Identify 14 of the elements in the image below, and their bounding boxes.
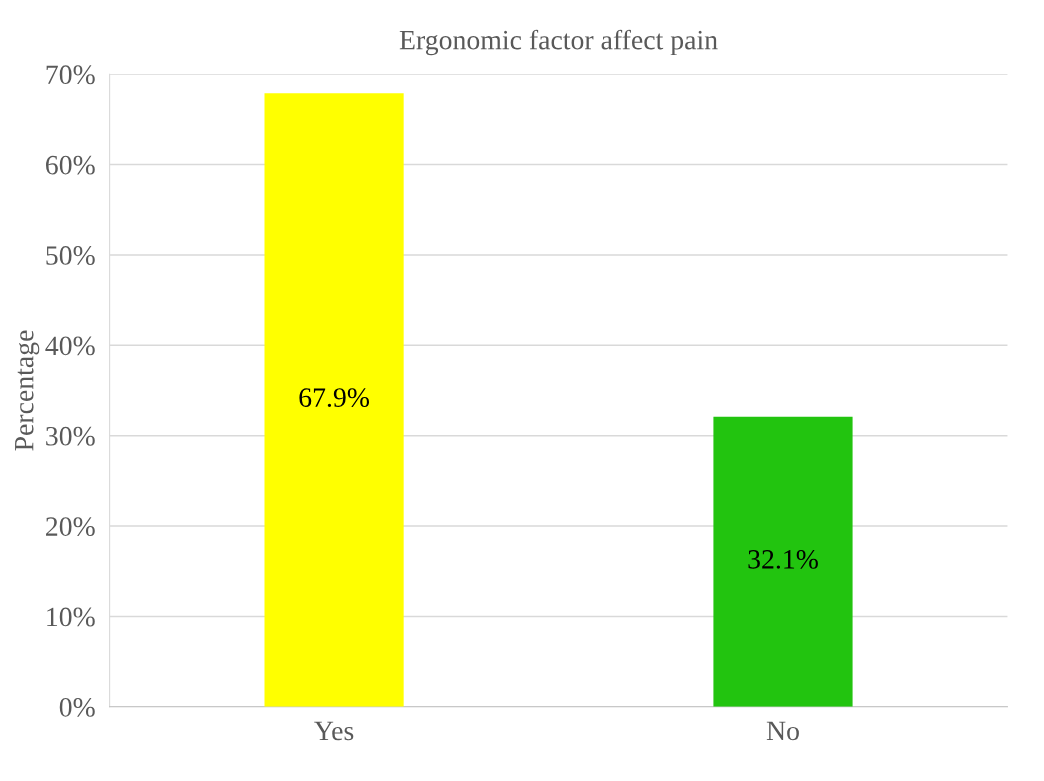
x-tick-label: No bbox=[766, 721, 799, 741]
y-tick-label: 40% bbox=[45, 336, 95, 356]
y-tick-label: 0% bbox=[59, 697, 95, 717]
chart-title: Ergonomic factor affect pain bbox=[399, 29, 718, 56]
y-tick-label: 20% bbox=[46, 517, 95, 537]
y-tick-label: 10% bbox=[47, 607, 95, 627]
y-tick-label: 50% bbox=[46, 246, 95, 265]
y-tick-label: 60% bbox=[46, 155, 95, 175]
data-label: 32.1% bbox=[748, 549, 818, 569]
y-axis-title: Percentage bbox=[15, 330, 40, 451]
y-tick-label: 70% bbox=[46, 65, 95, 85]
y-tick-label: 30% bbox=[46, 426, 95, 446]
data-label: 67.9% bbox=[299, 388, 370, 408]
x-tick-label: Yes bbox=[314, 721, 354, 741]
